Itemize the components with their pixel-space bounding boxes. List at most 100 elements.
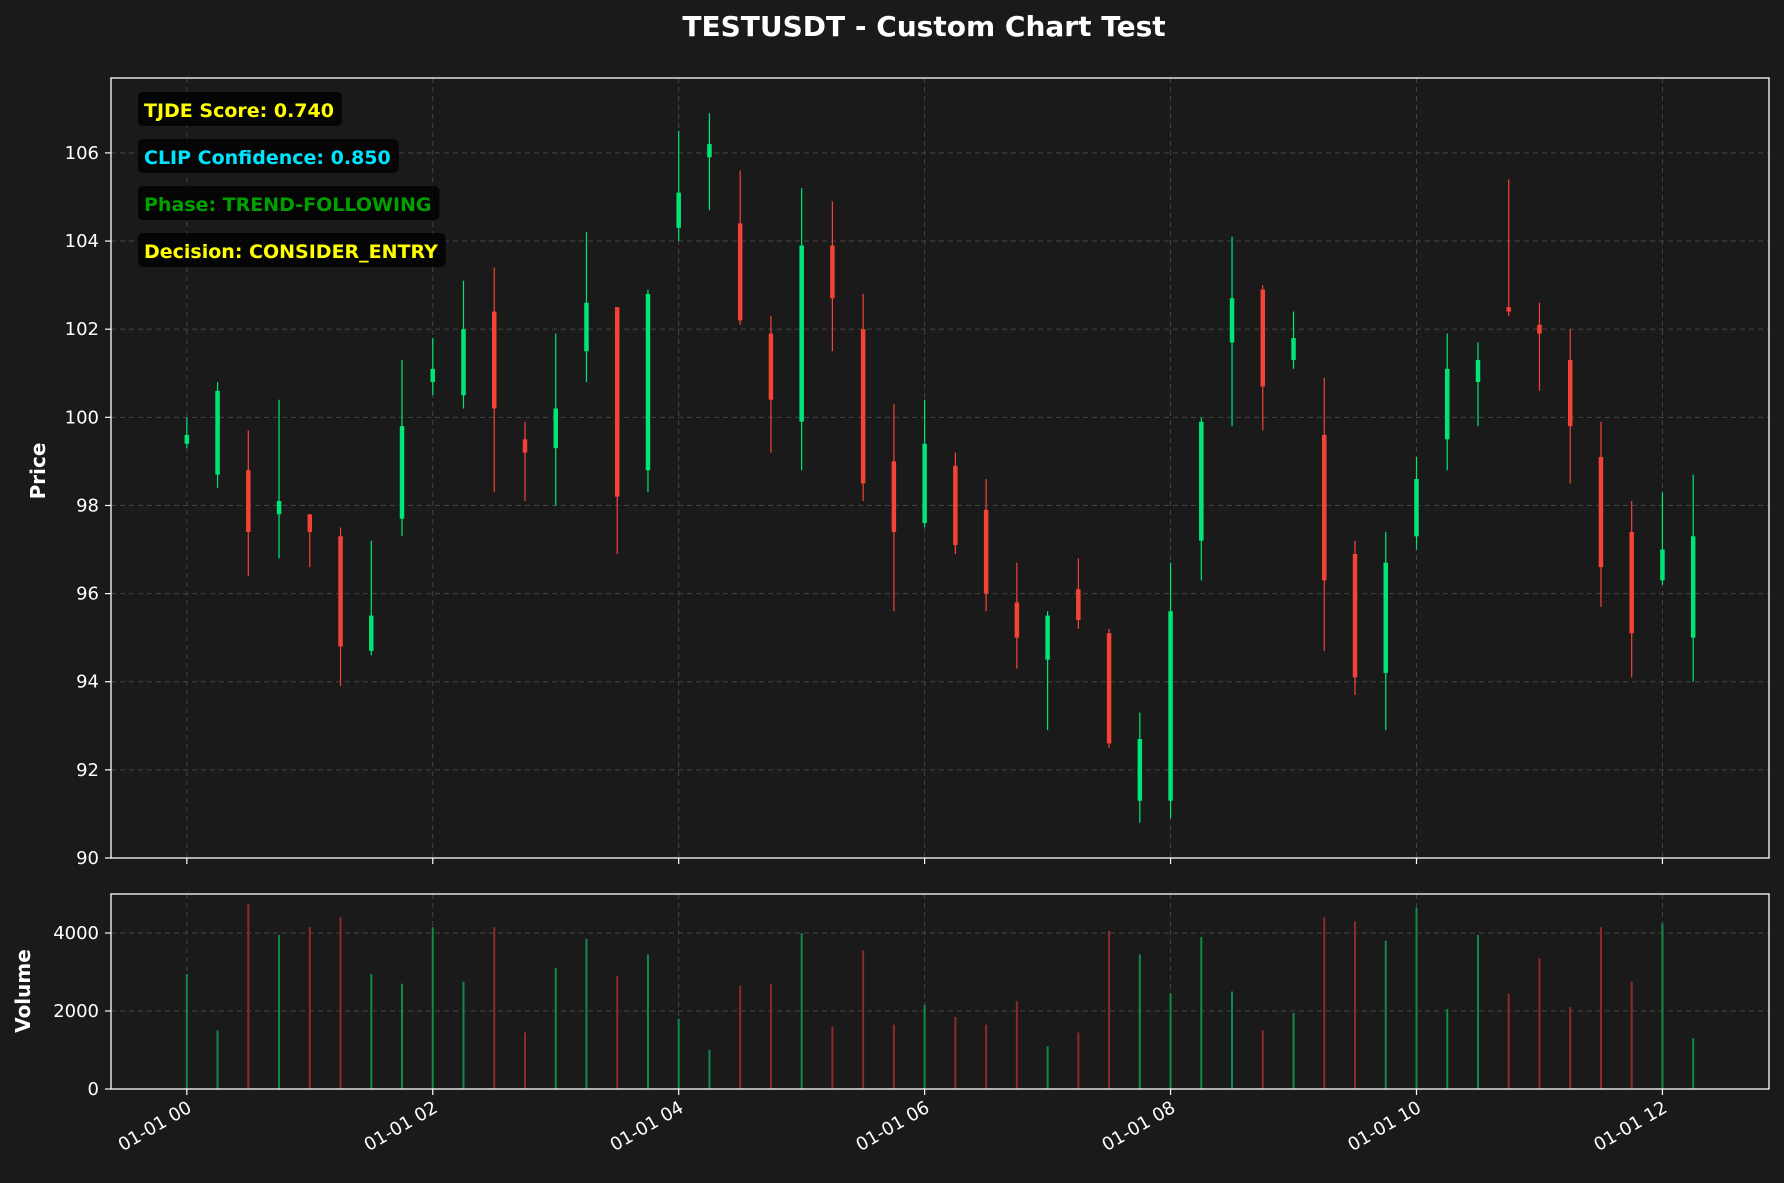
volume-bar-up	[1661, 923, 1664, 1089]
price-y-tick-label: 96	[76, 584, 99, 605]
candle-body-up	[922, 443, 927, 524]
volume-bar-up	[923, 1005, 926, 1089]
candle-body-down	[1352, 553, 1358, 678]
candle-body-up	[184, 434, 190, 444]
candle-body-up	[1660, 549, 1665, 581]
volume-bar-up	[1292, 1012, 1295, 1089]
volume-bar-up	[431, 927, 434, 1089]
volume-bar-up	[1415, 907, 1418, 1089]
volume-bar-up	[185, 973, 188, 1089]
candle-body-down	[1537, 324, 1542, 334]
price-y-tick-label: 106	[65, 143, 99, 164]
candle-body-up	[215, 390, 220, 475]
price-y-tick-label: 98	[76, 495, 99, 516]
volume-y-tick-label: 2000	[53, 1001, 99, 1022]
volume-axes-frame	[110, 893, 1770, 1090]
volume-bar-down	[862, 950, 865, 1089]
volume-bar-down	[892, 1024, 895, 1089]
candle-body-down	[307, 514, 313, 532]
volume-bar-down	[493, 927, 496, 1089]
volume-y-tick-label: 0	[88, 1079, 99, 1100]
price-x-ticks	[186, 858, 1664, 864]
candle-body-down	[1506, 307, 1511, 312]
candle-body-down	[1014, 602, 1020, 638]
volume-bar-up	[216, 1030, 219, 1089]
candle-body-down	[246, 470, 251, 532]
candle-body-up	[1383, 562, 1389, 673]
candle-body-down	[1598, 456, 1604, 568]
volume-bar-up	[1046, 1046, 1049, 1089]
candle-body-up	[1229, 298, 1235, 343]
price-y-axis-label: Price	[26, 443, 50, 500]
candle-body-down	[768, 333, 774, 400]
volume-bar-down	[985, 1024, 988, 1089]
annotation-text: Decision: CONSIDER_ENTRY	[144, 241, 438, 263]
volume-y-tick-label: 4000	[53, 923, 99, 944]
candle-body-up	[1444, 368, 1450, 440]
volume-bar-down	[1077, 1032, 1080, 1089]
annotation-box: Decision: CONSIDER_ENTRY	[138, 233, 446, 267]
volume-bar-down	[831, 1026, 834, 1089]
volume-bar-up	[370, 973, 373, 1089]
chart-title: TESTUSDT - Custom Chart Test	[682, 10, 1165, 43]
volume-bar-up	[800, 933, 803, 1089]
candle-body-up	[1690, 536, 1696, 638]
volume-bar-up	[1692, 1038, 1695, 1089]
annotation-box: CLIP Confidence: 0.850	[138, 139, 399, 173]
price-y-tick-label: 90	[76, 848, 99, 869]
volume-bar-up	[1200, 936, 1203, 1089]
candle-body-up	[584, 302, 589, 352]
candle-body-down	[614, 307, 620, 497]
candle-body-down	[830, 245, 835, 299]
candle-body-down	[1076, 589, 1081, 621]
candle-body-down	[953, 465, 958, 546]
annotation-background	[138, 139, 399, 173]
candle-body-up	[1291, 338, 1296, 361]
volume-bar-down	[1569, 1007, 1572, 1089]
candle-body-down	[1567, 360, 1573, 427]
volume-bar-up	[708, 1050, 711, 1089]
volume-bar-up	[677, 1018, 680, 1089]
volume-bar-down	[1538, 958, 1541, 1089]
annotation-background	[138, 92, 342, 126]
annotation-text: TJDE Score: 0.740	[144, 100, 334, 122]
candle-body-down	[1260, 289, 1266, 387]
volume-bar-down	[1323, 917, 1326, 1089]
annotation-box: TJDE Score: 0.740	[138, 92, 342, 126]
candle-body-up	[461, 329, 466, 396]
volume-bar-up	[554, 968, 557, 1089]
candle-body-up	[553, 408, 558, 449]
annotation-background	[138, 186, 440, 220]
volume-bars	[185, 903, 1695, 1089]
volume-bar-up	[401, 983, 404, 1089]
volume-bar-down	[739, 985, 742, 1089]
volume-bar-down	[1015, 1001, 1018, 1089]
volume-bar-down	[954, 1016, 957, 1089]
annotation-text: CLIP Confidence: 0.850	[144, 147, 391, 169]
candle-body-down	[1106, 633, 1112, 744]
price-y-tick-label: 92	[76, 760, 99, 781]
candle-body-up	[645, 293, 651, 471]
candle-body-down	[491, 311, 497, 409]
candle-body-down	[860, 329, 866, 484]
candle-body-up	[676, 192, 681, 228]
candle-body-up	[1475, 360, 1481, 383]
volume-bar-up	[278, 934, 281, 1089]
volume-y-axis: 0 2000 4000	[53, 923, 111, 1100]
price-y-tick-label: 104	[65, 231, 99, 252]
candle-body-up	[1414, 479, 1419, 537]
candle-body-up	[399, 426, 405, 519]
volume-y-axis-label: Volume	[11, 949, 35, 1033]
volume-bar-up	[1476, 934, 1479, 1089]
candle-body-down	[737, 223, 743, 321]
volume-bar-up	[646, 954, 649, 1089]
candle-body-up	[1045, 615, 1050, 660]
volume-bar-down	[1354, 921, 1357, 1089]
volume-bar-up	[1446, 1009, 1449, 1089]
annotation-background	[138, 233, 446, 267]
price-candles	[184, 113, 1696, 823]
price-panel: 90 92 94 96 98 100 102 104 106 Price TJDE Score:…	[26, 77, 1770, 869]
volume-bar-up	[1231, 991, 1234, 1089]
candle-body-down	[891, 461, 897, 532]
candle-body-up	[707, 144, 712, 158]
